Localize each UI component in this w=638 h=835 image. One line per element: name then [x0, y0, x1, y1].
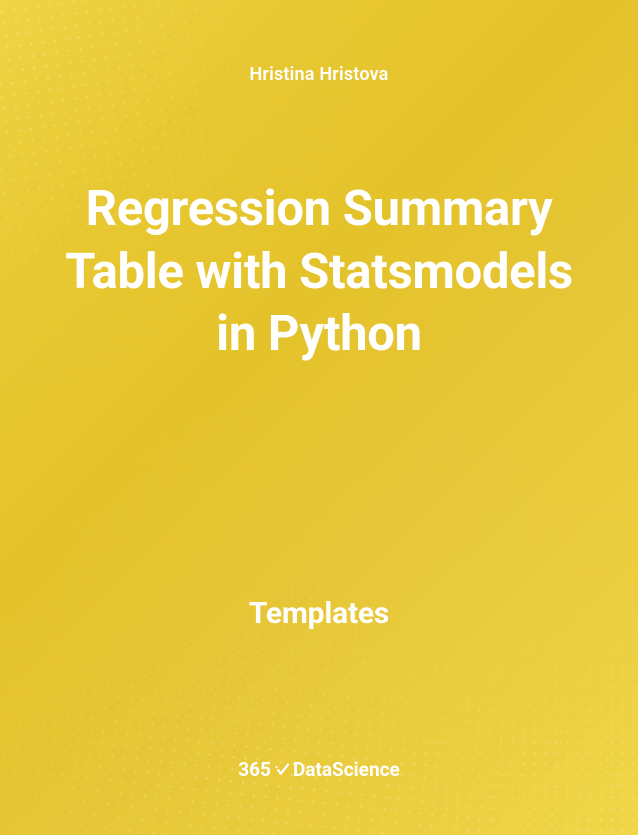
- brand-name: DataScience: [293, 758, 400, 781]
- checkmark-icon: [274, 759, 290, 775]
- brand-logo: 365 DataScience: [0, 758, 638, 781]
- dot-texture-overlay-br: [298, 495, 638, 835]
- author-name: Hristina Hristova: [0, 64, 638, 85]
- cover-subtitle: Templates: [0, 596, 638, 631]
- brand-prefix: 365: [238, 758, 271, 781]
- dot-texture-overlay-mid: [0, 0, 638, 835]
- cover-title: Regression Summary Table with Statsmodel…: [0, 178, 638, 366]
- cover-page: Hristina Hristova Regression Summary Tab…: [0, 0, 638, 835]
- dot-texture-overlay: [0, 0, 638, 835]
